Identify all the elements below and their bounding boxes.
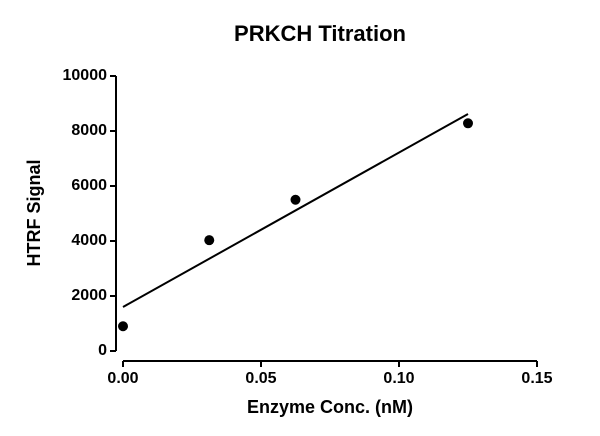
y-tick-label: 6000 (71, 177, 107, 194)
x-tick-label: 0.05 (245, 370, 276, 387)
x-tick-label: 0.10 (383, 370, 414, 387)
y-tick-label: 2000 (71, 287, 107, 304)
y-axis-title: HTRF Signal (24, 160, 44, 267)
data-point (118, 321, 128, 332)
y-tick-label: 8000 (71, 122, 107, 139)
x-axis-title: Enzyme Conc. (nM) (247, 397, 413, 417)
fit-line (122, 113, 469, 308)
x-tick-label: 0.00 (107, 370, 138, 387)
data-point (290, 194, 301, 205)
y-tick-label: 4000 (71, 232, 107, 249)
y-tick-label: 0 (98, 342, 107, 359)
chart-title: PRKCH Titration (234, 21, 406, 46)
data-point (204, 235, 215, 246)
x-tick-label: 0.15 (521, 370, 552, 387)
y-tick-label: 10000 (63, 67, 108, 84)
data-point (463, 118, 473, 129)
